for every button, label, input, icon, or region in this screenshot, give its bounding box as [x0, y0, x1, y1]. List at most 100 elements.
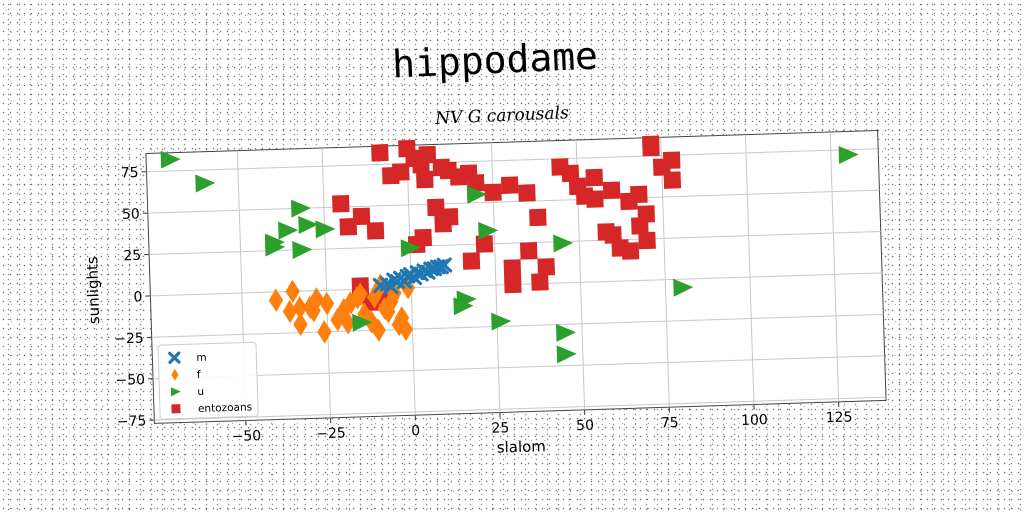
f-point [391, 312, 407, 337]
legend-marker-entozoans [171, 404, 181, 414]
f-point [293, 312, 308, 337]
plot-area: −50 −25 0 25 50 75 100 125 −75 −50 −25 0 25 50 75 sla… [83, 130, 887, 457]
legend-marker-u [170, 387, 181, 397]
entozoans-point [529, 208, 547, 227]
u-point [838, 145, 859, 164]
entozoans-point [352, 207, 371, 226]
u-point [278, 221, 299, 240]
entozoans-point [427, 198, 445, 217]
u-point [556, 345, 577, 364]
y-tick-label: −75 [117, 413, 147, 430]
grid-line-y [146, 148, 879, 173]
f-point [306, 298, 321, 323]
u-point [290, 199, 312, 218]
data-marks [160, 135, 859, 364]
entozoans-point [519, 242, 538, 260]
entozoans-point [418, 145, 437, 164]
u-point [160, 150, 181, 169]
entozoans-point [371, 144, 389, 162]
entozoans-point [416, 170, 434, 189]
y-tick-label: 25 [123, 248, 141, 265]
m-point [389, 273, 406, 290]
entozoans-point [339, 217, 358, 236]
m-point [426, 260, 443, 277]
entozoans-point [537, 258, 555, 276]
grid-line-y [154, 396, 886, 421]
u-point [298, 215, 319, 234]
entozoans-point [475, 235, 494, 253]
u-point [555, 323, 577, 342]
entozoans-point [500, 176, 519, 194]
y-tick-label: −25 [114, 331, 144, 348]
entozoans-point [642, 135, 660, 154]
entozoans-point [462, 252, 481, 270]
x-tick-label: 50 [576, 418, 594, 435]
u-point [673, 278, 694, 297]
x-tick-label: 75 [661, 415, 679, 432]
u-point [466, 185, 487, 204]
legend-label: entozoans [198, 401, 253, 415]
entozoans-point [484, 183, 502, 202]
f-point [292, 296, 308, 320]
entozoans-point [503, 259, 522, 277]
u-point [553, 234, 574, 253]
y-tick-label: 50 [122, 206, 140, 223]
entozoans-point [504, 275, 522, 294]
entozoans-point [662, 151, 681, 169]
u-point [315, 220, 336, 239]
legend-box [157, 341, 259, 420]
entozoans-point [466, 174, 485, 192]
u-point [264, 233, 285, 252]
u-point [491, 312, 512, 331]
series-m [372, 257, 453, 295]
y-axis-ticks: −75 −50 −25 0 25 50 75 [114, 165, 155, 430]
u-point [292, 241, 313, 260]
legend-item-entozoans: entozoans [171, 401, 253, 415]
entozoans-point [621, 242, 640, 260]
entozoans-point [638, 231, 656, 250]
f-point [343, 291, 358, 315]
entozoans-point [332, 194, 350, 213]
x-axis-ticks: −50 −25 0 25 50 75 100 125 [231, 401, 853, 445]
entozoans-point [630, 185, 648, 204]
entozoans-point [602, 181, 621, 200]
entozoans-point [561, 164, 580, 183]
f-point [319, 291, 335, 316]
u-point [195, 174, 216, 193]
u-point [352, 313, 373, 332]
series-u [160, 145, 859, 364]
entozoans-point [663, 171, 682, 189]
legend-label: f [197, 369, 201, 381]
u-point [478, 221, 499, 240]
u-point [400, 239, 421, 258]
f-point [353, 282, 368, 306]
entozoans-point [604, 226, 622, 244]
x-tick-label: −25 [316, 425, 346, 442]
f-point [371, 318, 386, 342]
grid-line-y [153, 355, 885, 380]
u-point [456, 290, 477, 309]
x-tick-label: −50 [231, 428, 261, 445]
x-tick-label: 100 [741, 412, 768, 429]
entozoans-point [518, 184, 536, 202]
y-axis-label: sunlights [83, 256, 103, 325]
f-point [317, 320, 332, 344]
series-entozoans [332, 135, 682, 312]
f-point [340, 311, 356, 335]
legend: mfu entozoans [157, 341, 259, 420]
f-point [381, 299, 396, 324]
x-axis-label: slalom [496, 437, 546, 457]
entozoans-point [381, 166, 400, 185]
y-tick-label: 75 [120, 165, 138, 182]
x-tick-label: 25 [491, 420, 509, 437]
legend-label: u [197, 386, 204, 398]
x-tick-label: 125 [826, 409, 853, 426]
grid-line-y [147, 189, 880, 214]
f-point [330, 308, 345, 332]
grid [146, 132, 886, 421]
entozoans-point [631, 217, 649, 235]
legend-item-f: f [171, 368, 201, 381]
x-tick-label: 0 [411, 423, 420, 439]
entozoans-point [585, 168, 604, 187]
